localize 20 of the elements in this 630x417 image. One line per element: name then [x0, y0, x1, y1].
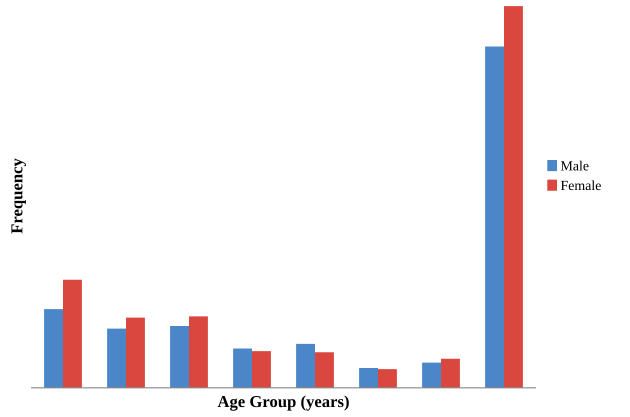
legend-label: Male — [560, 160, 589, 171]
bar — [504, 6, 523, 388]
bar — [296, 344, 315, 388]
bar — [485, 46, 504, 388]
x-axis-title: Age Group (years) — [218, 395, 349, 411]
bar — [378, 369, 397, 388]
bar — [44, 309, 63, 388]
bar — [189, 316, 208, 388]
bar — [126, 318, 145, 388]
bar — [63, 280, 82, 388]
bar — [422, 362, 441, 388]
bar — [233, 348, 252, 388]
bar — [107, 328, 126, 388]
bar — [315, 352, 334, 388]
bar — [252, 351, 271, 388]
bar — [441, 358, 460, 388]
bar — [359, 368, 378, 388]
legend-label: Female — [560, 180, 601, 190]
bar — [170, 326, 189, 388]
y-axis-title: Frequency — [11, 158, 26, 234]
